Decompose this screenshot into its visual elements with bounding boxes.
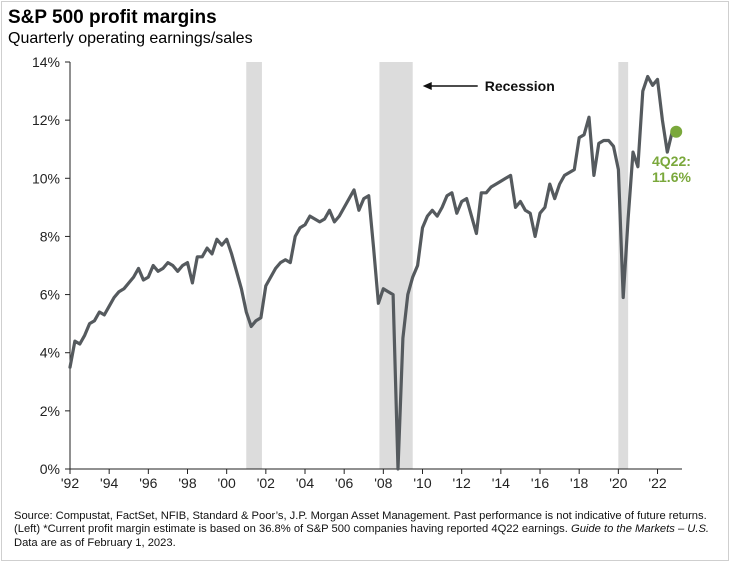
x-tick-label: '94 [100, 475, 118, 491]
x-tick-label: '22 [648, 475, 666, 491]
x-tick-label: '20 [609, 475, 627, 491]
y-tick-label: 6% [40, 287, 60, 303]
x-tick-label: '16 [531, 475, 549, 491]
recession-label: Recession [485, 78, 555, 94]
x-tick-label: '04 [296, 475, 314, 491]
latest-value-marker [670, 125, 683, 138]
profit-margin-line [68, 74, 674, 471]
recession-arrowhead [422, 82, 432, 90]
x-tick-label: '96 [139, 475, 157, 491]
y-tick-label: 10% [32, 170, 60, 186]
axes: 0% 2% 4% 6% 8% 10% 12% 14% '92 '94 '96 '98 '00 '02 '04… [32, 54, 682, 491]
y-tick-label: 14% [32, 54, 60, 70]
series-layer [68, 74, 674, 471]
latest-value-label-quarter: 4Q22: [652, 153, 691, 169]
y-tick-label: 2% [40, 403, 60, 419]
x-tick-label: '08 [374, 475, 392, 491]
profit-margin-chart: 0% 2% 4% 6% 8% 10% 12% 14% '92 '94 '96 '98 '00 '02 '04… [32, 54, 692, 491]
x-tick-label: '06 [335, 475, 353, 491]
x-tick-label: '00 [218, 475, 236, 491]
source-main: Compustat, FactSet, NFIB, Standard & Poo… [14, 510, 707, 536]
source-note: Source: Compustat, FactSet, NFIB, Standa… [14, 510, 720, 550]
recession-band-1 [246, 62, 262, 469]
recession-bands [246, 62, 629, 469]
source-date: Data are as of February 1, 2023. [14, 536, 176, 549]
guide-title: Guide to the Markets – U.S. [571, 523, 710, 536]
x-tick-label: '18 [570, 475, 588, 491]
y-tick-label: 8% [40, 228, 60, 244]
chart-subtitle: Quarterly operating earnings/sales [8, 30, 253, 47]
chart-title: S&P 500 profit margins [8, 7, 217, 28]
x-tick-label: '02 [257, 475, 275, 491]
x-tick-label: '14 [492, 475, 510, 491]
y-tick-label: 12% [32, 112, 60, 128]
x-tick-label: '98 [178, 475, 196, 491]
y-tick-label: 0% [40, 461, 60, 477]
source-prefix: Source: [14, 510, 56, 522]
x-tick-label: '10 [413, 475, 431, 491]
x-tick-label: '92 [61, 475, 79, 491]
y-tick-label: 4% [40, 345, 60, 361]
latest-value-label-value: 11.6% [652, 169, 691, 185]
x-tick-label: '12 [453, 475, 471, 491]
annotation-layer: Recession 4Q22: 11.6% [422, 78, 691, 185]
